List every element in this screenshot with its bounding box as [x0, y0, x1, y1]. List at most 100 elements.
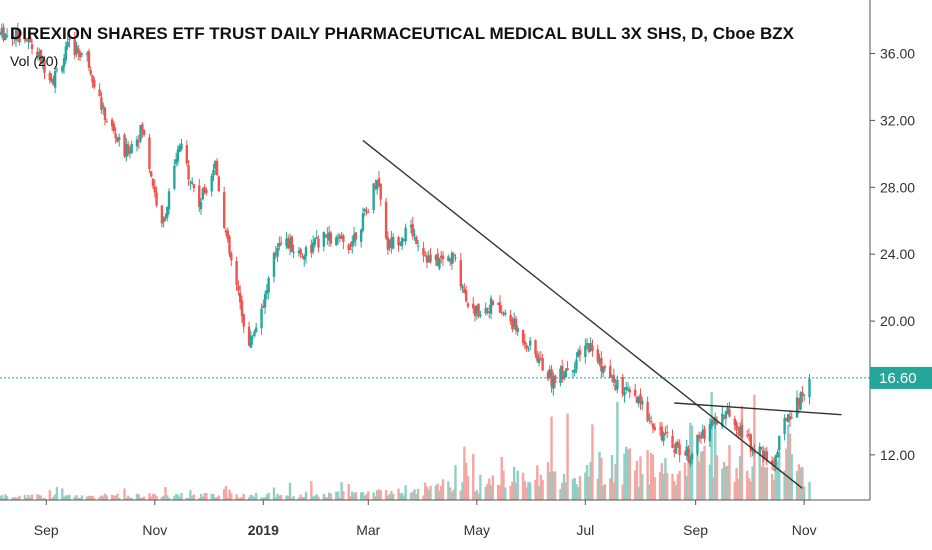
volume-bar: [662, 473, 665, 500]
volume-bar: [317, 496, 320, 500]
candle-body: [110, 119, 114, 127]
volume-bar: [39, 495, 43, 500]
candle-body: [4, 34, 7, 40]
candle-body: [808, 378, 811, 398]
candle-body: [310, 244, 313, 253]
candle-body: [415, 236, 418, 245]
candle-body: [399, 243, 402, 245]
candle-body: [64, 46, 68, 61]
candle-body: [690, 453, 694, 460]
candle-body: [621, 376, 624, 395]
volume-bar: [584, 472, 587, 500]
volume-bar: [274, 497, 277, 500]
candle-body: [737, 432, 740, 434]
volume-bar: [265, 494, 269, 500]
candle-body: [52, 78, 55, 85]
volume-bar: [486, 483, 489, 500]
candle-body: [511, 319, 514, 330]
candle-body: [262, 305, 265, 308]
candle-body: [361, 213, 365, 231]
volume-bar: [676, 474, 680, 500]
y-tick-label: 20.00: [880, 313, 915, 329]
candle-body: [489, 298, 493, 314]
volume-bar: [254, 493, 258, 500]
trendline[interactable]: [362, 139, 803, 489]
volume-bar: [212, 494, 215, 500]
candle-body: [53, 71, 57, 88]
volume-bar: [361, 492, 365, 500]
time-axis[interactable]: Sep Nov 2019 Mar May Jul Sep Nov: [34, 500, 817, 538]
volume-bar: [278, 495, 281, 500]
volume-bar: [30, 494, 34, 500]
candle-body: [577, 351, 580, 357]
candle-body: [324, 234, 327, 236]
candle-body: [148, 137, 151, 169]
candle-body: [93, 80, 96, 88]
volume-bar: [338, 497, 342, 500]
candle-body: [329, 232, 333, 244]
candle-body: [527, 348, 530, 350]
candle-body: [285, 238, 288, 246]
volume-bar: [463, 446, 466, 500]
candle-body: [278, 242, 281, 247]
volume-bar: [315, 494, 318, 500]
volume-bar: [25, 497, 28, 500]
volume-bar: [516, 470, 519, 500]
volume-bar: [651, 454, 655, 500]
volume-bar: [527, 481, 530, 500]
volume-bar: [548, 471, 551, 500]
candle-body: [712, 418, 715, 423]
volume-bar: [484, 486, 487, 500]
candle-body: [116, 137, 119, 142]
volume-indicator-label[interactable]: Vol (20): [10, 53, 58, 69]
candle-body: [210, 175, 213, 192]
volume-bar: [151, 493, 155, 500]
volume-bar: [746, 470, 749, 500]
volume-bar: [11, 497, 14, 500]
candle-body: [596, 349, 599, 362]
candle-body: [162, 217, 165, 222]
candle-body: [290, 236, 293, 253]
chart-title: DIREXION SHARES ETF TRUST DAILY PHARMACE…: [10, 24, 795, 43]
candle-body: [66, 41, 69, 47]
volume-bar: [714, 416, 717, 500]
volume-bar: [649, 453, 653, 500]
volume-bar: [788, 433, 792, 500]
volume-bar: [589, 461, 592, 500]
volume-bar: [112, 495, 116, 500]
volume-bar: [610, 455, 614, 500]
candle-body: [292, 251, 295, 253]
volume-bar: [413, 489, 416, 500]
volume-bar: [561, 483, 564, 500]
candle-body: [671, 435, 674, 448]
candlesticks: [0, 22, 811, 472]
volume-bar: [374, 495, 377, 500]
volume-bar: [148, 493, 151, 500]
candle-body: [150, 171, 153, 177]
volume-bar: [372, 492, 375, 500]
candle-body: [472, 303, 475, 309]
volume-bar: [98, 497, 101, 500]
candle-body: [126, 144, 130, 154]
volume-bar: [801, 467, 804, 500]
volume-bar: [674, 484, 678, 500]
candle-body: [189, 182, 192, 184]
candle-body: [612, 375, 616, 383]
candle-body: [788, 416, 792, 420]
volume-bar: [41, 498, 44, 500]
candle-body: [125, 144, 128, 158]
volume-bar: [523, 481, 527, 500]
candle-body: [141, 124, 144, 131]
volume-bar: [797, 464, 801, 500]
volume-bar: [427, 489, 430, 500]
trendline[interactable]: [674, 402, 842, 416]
candle-body: [375, 180, 379, 190]
candle-body: [536, 354, 539, 361]
volume-bar: [13, 497, 16, 500]
volume-bar: [450, 492, 454, 500]
price-axis[interactable]: 36.00 32.00 28.00 24.00 20.00 12.00: [870, 46, 915, 463]
volume-bar: [210, 493, 213, 500]
volume-bar: [125, 498, 128, 500]
volume-bar: [205, 492, 208, 500]
volume-bar: [552, 471, 555, 500]
